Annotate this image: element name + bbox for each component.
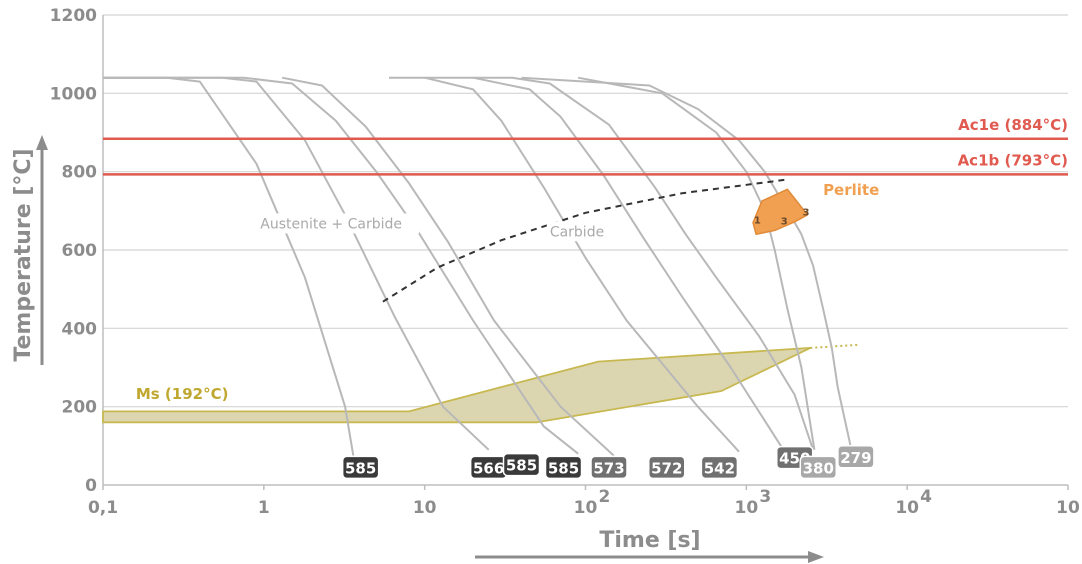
x-axis-arrowhead-icon: [808, 551, 824, 563]
ms-extension-line: [810, 343, 859, 349]
hardness-badge-label: 279: [840, 449, 871, 467]
y-axis-title: Temperature [°C]: [11, 148, 36, 361]
perlite-region: [752, 188, 809, 236]
hardness-badge: [837, 445, 875, 469]
x-tick-label: 1: [258, 498, 270, 518]
region-label: Ms (192°C): [136, 385, 229, 403]
region-label-bg: [546, 221, 611, 242]
hardness-badge: [647, 455, 686, 480]
x-tick-exponent: 2: [599, 487, 611, 507]
x-tick-label: 10: [413, 498, 437, 518]
x-tick-label: 10: [574, 498, 598, 518]
cooling-curve: [282, 76, 615, 457]
hardness-badge: [544, 455, 583, 480]
x-tick-label: 10: [734, 498, 758, 518]
perlite-start-dashed-line: [382, 178, 788, 303]
hardness-badge: [700, 455, 739, 480]
region-label: Perlite: [823, 181, 879, 199]
grid-layer: [102, 14, 1068, 486]
reference-line-label: Ac1e (884°C): [958, 116, 1068, 134]
hardness-badge-label: 573: [593, 459, 624, 477]
hardness-badge-label: 585: [548, 459, 579, 477]
hardness-badge: [502, 452, 541, 477]
y-tick-label: 200: [62, 398, 98, 418]
hardness-badge-label: 572: [651, 459, 682, 477]
x-tick-label: 0,1: [88, 498, 118, 518]
x-tick-label: 10: [1056, 498, 1080, 518]
ms-band-layer: [102, 343, 859, 424]
region-label: Austenite + Carbide: [260, 216, 402, 232]
hardness-badge-label: 566: [473, 459, 504, 477]
hardness-badge: [799, 455, 838, 480]
reference-lines-layer: Ac1e (884°C) Ac1b (793°C): [103, 116, 1068, 176]
region-label: Carbide: [550, 224, 604, 240]
y-tick-label: 400: [62, 319, 98, 339]
x-tick-exponent: 3: [759, 487, 771, 507]
hardness-badge: [341, 455, 380, 480]
dashed-layer: Austenite + Carbide Carbide Perlite Ms (192…: [136, 178, 879, 403]
reference-line-label: Ac1b (793°C): [958, 151, 1068, 169]
hardness-badge-label: 542: [704, 459, 735, 477]
cooling-curve: [472, 76, 785, 451]
x-tick-label: 10: [895, 498, 919, 518]
perlite-layer: 1 3 3: [752, 188, 810, 236]
hardness-badge: [590, 455, 628, 480]
hardness-badge-label: 585: [506, 457, 537, 475]
hardness-badge-label: 585: [345, 459, 376, 477]
y-tick-label: 600: [62, 241, 98, 261]
perlite-number: 3: [803, 208, 810, 219]
y-tick-label: 800: [62, 163, 98, 183]
cooling-curve: [389, 76, 815, 451]
x-axis-title: Time [s]: [599, 528, 700, 553]
perlite-number: 1: [754, 215, 761, 226]
region-label-bg: [257, 213, 420, 234]
y-tick-label: 0: [85, 476, 97, 496]
hardness-badge-label: 380: [803, 459, 834, 477]
y-axis-arrowhead-icon: [36, 135, 48, 150]
x-tick-exponent: 4: [920, 487, 932, 507]
perlite-number: 3: [781, 217, 788, 228]
cooling-curve: [103, 76, 579, 455]
y-tick-label: 1000: [50, 84, 97, 104]
y-tick-label: 1200: [50, 6, 97, 26]
